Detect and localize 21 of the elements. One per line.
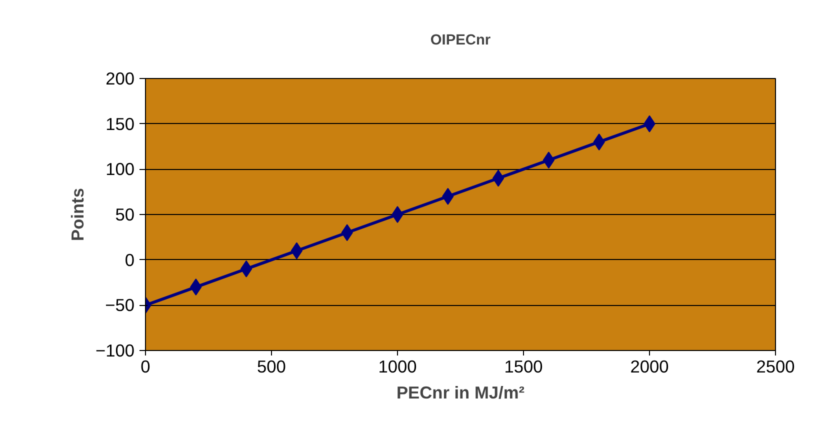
y-tick-label: −100: [95, 340, 134, 360]
x-tick-label: 1500: [504, 356, 543, 376]
y-tick-label: 0: [124, 250, 135, 270]
y-tick-label: 200: [106, 68, 135, 88]
y-tick-label: 50: [115, 204, 135, 224]
point: [492, 170, 504, 187]
point: [290, 242, 303, 260]
point: [542, 152, 555, 169]
chart-title: OIPECnr: [430, 32, 491, 48]
x-tick-label: 2000: [630, 356, 669, 376]
point: [240, 260, 252, 278]
y-tick-label: 100: [106, 159, 135, 180]
x-tick-label: 0: [140, 356, 150, 376]
x-tick-label: 2500: [756, 356, 795, 376]
x-tick-label: 500: [257, 356, 286, 376]
x-axis-title: PECnr in MJ/m²: [396, 382, 525, 402]
x-tick-label: 1000: [378, 356, 417, 376]
point: [392, 206, 404, 223]
y-tick-label: −50: [105, 295, 135, 316]
y-tick-label: 150: [106, 114, 135, 134]
y-axis-title: Points: [67, 188, 88, 241]
